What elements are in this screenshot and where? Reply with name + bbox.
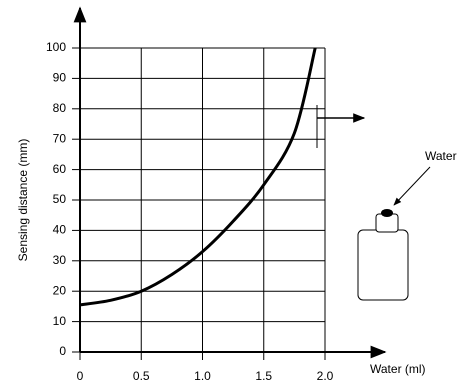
x-tick-label: 0.5	[133, 369, 150, 383]
y-axis-label: Sensing distance (mm)	[16, 139, 30, 262]
y-tick-label: 80	[53, 101, 67, 115]
y-tick-label: 100	[46, 40, 66, 54]
x-tick-label: 1.5	[255, 369, 272, 383]
bottle	[357, 229, 409, 301]
annotation-arrow	[393, 166, 431, 206]
y-tick-label: 10	[53, 314, 67, 328]
y-tick-label: 30	[53, 253, 67, 267]
x-tick-label: 0	[77, 369, 84, 383]
annotation: Water	[425, 149, 457, 163]
x-axis-label: Water (ml)	[370, 362, 426, 376]
y-tick-label: 60	[53, 162, 67, 176]
y-tick-label: 40	[53, 223, 67, 237]
x-tick-label: 2.0	[317, 369, 334, 383]
curve	[79, 47, 317, 307]
y-tick-label: 20	[53, 283, 67, 297]
x-tick-label: 1.0	[194, 369, 211, 383]
y-tick-label: 0	[59, 344, 66, 358]
y-tick-label: 70	[53, 131, 67, 145]
y-tick-label: 50	[53, 192, 67, 206]
y-tick-label: 90	[53, 71, 67, 85]
water-drop	[381, 209, 393, 217]
